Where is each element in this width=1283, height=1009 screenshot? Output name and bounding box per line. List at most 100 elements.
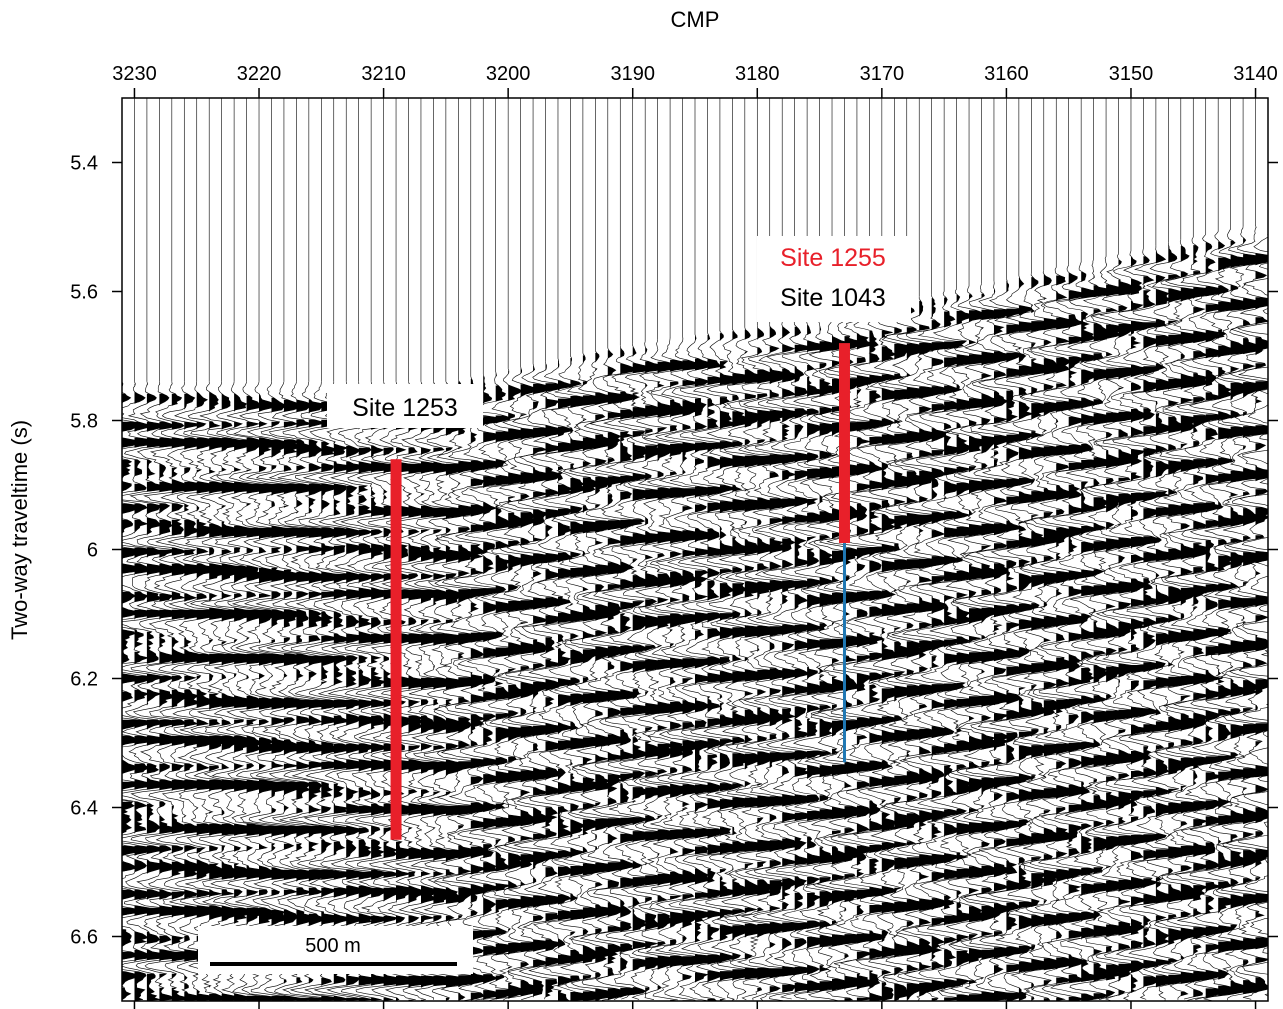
trace-wiggle xyxy=(1218,226,1268,1001)
trace-wiggle xyxy=(326,381,386,1001)
trace-fill xyxy=(906,301,937,1001)
trace-wiggle xyxy=(987,275,1048,1001)
trace-fill xyxy=(620,347,644,998)
trace-fill xyxy=(657,349,690,992)
trace-wiggle xyxy=(558,353,615,1000)
trace-fill xyxy=(1081,272,1106,1001)
site-label-box xyxy=(757,236,911,322)
trace-wiggle xyxy=(429,379,488,1000)
trace-fill xyxy=(919,300,947,1001)
trace-wiggle xyxy=(568,350,628,1001)
trace-fill xyxy=(122,383,145,1001)
trace-wiggle xyxy=(423,381,477,1000)
x-axis-title: CMP xyxy=(671,7,720,32)
trace-wiggle xyxy=(289,381,348,1001)
trace-wiggle xyxy=(690,330,746,1000)
scale-bar: 500 m xyxy=(198,926,473,974)
site-label: Site 1043 xyxy=(780,284,886,312)
trace-wiggle xyxy=(265,381,325,1001)
trace-fill xyxy=(1193,245,1220,998)
trace-wiggle xyxy=(495,366,552,1001)
x-tick-label: 3170 xyxy=(860,63,905,85)
trace-wiggle xyxy=(340,381,398,1001)
trace-wiggle xyxy=(528,358,585,1001)
x-tick-label: 3180 xyxy=(735,63,780,85)
trace-fill xyxy=(1268,225,1283,1001)
trace-wiggle xyxy=(1082,256,1138,1001)
y-tick-label: 6.2 xyxy=(70,669,98,691)
trace-fill xyxy=(146,383,172,1001)
trace-fill xyxy=(956,294,986,1001)
trace-fill xyxy=(333,401,358,1001)
trace-wiggle xyxy=(718,327,777,1000)
trace-fill xyxy=(421,383,451,1001)
site-label-box xyxy=(327,384,483,428)
trace-wiggle xyxy=(464,371,522,1000)
trace-fill xyxy=(645,347,676,996)
y-axis-ticks: 5.4 5.6 5.8 6 6.2 6.4 6.6 xyxy=(70,153,1278,949)
x-tick-label: 3140 xyxy=(1233,63,1278,85)
y-tick-label: 5.4 xyxy=(70,153,98,175)
trace-wiggle xyxy=(762,320,818,1001)
x-tick-label: 3230 xyxy=(112,63,157,85)
trace-fill xyxy=(1255,227,1268,994)
site-label: Site 1255 xyxy=(780,244,886,272)
trace-fill xyxy=(1243,238,1268,995)
x-axis-ticks: 3230 3220 3210 3200 3190 3180 3170 3160 3150 3140 xyxy=(112,63,1278,1009)
trace-fill xyxy=(346,383,368,1001)
trace-wiggle xyxy=(503,363,564,1000)
trace-wiggle xyxy=(1164,236,1221,1000)
trace-fill xyxy=(794,326,817,993)
trace-wiggle xyxy=(1172,234,1230,1001)
trace-fill xyxy=(969,294,1002,1001)
trace-wiggle xyxy=(380,381,441,1001)
trace-wiggle xyxy=(302,381,359,1001)
trace-fill xyxy=(732,331,761,1001)
seismic-traces xyxy=(122,98,1283,1001)
trace-wiggle xyxy=(1037,264,1094,1001)
trace-fill xyxy=(1118,259,1150,996)
trace-fill xyxy=(445,383,477,1001)
site-markers: Site 1253 Site 1255 Site 1043 xyxy=(327,236,911,840)
trace-wiggle xyxy=(1019,270,1075,1001)
trace-wiggle xyxy=(354,381,410,1001)
trace-fill xyxy=(856,311,886,1001)
trace-wiggle xyxy=(1126,245,1184,1000)
trace-fill xyxy=(1218,241,1246,996)
trace-wiggle xyxy=(1100,250,1158,1001)
trace-fill xyxy=(994,283,1020,1001)
scale-bar-label: 500 m xyxy=(305,935,361,957)
trace-fill xyxy=(1168,244,1201,987)
trace-fill xyxy=(719,333,746,1001)
trace-fill xyxy=(358,383,385,1001)
trace-fill xyxy=(159,383,185,1001)
trace-fill xyxy=(981,293,1014,1001)
trace-wiggle xyxy=(851,304,910,1001)
site-label: Site 1253 xyxy=(352,394,458,422)
trace-fill xyxy=(1131,257,1158,993)
trace-wiggle xyxy=(1203,228,1260,1001)
trace-wiggle xyxy=(513,361,569,1000)
site-bar xyxy=(842,543,846,763)
trace-fill xyxy=(1068,272,1094,1001)
x-tick-label: 3200 xyxy=(486,63,531,85)
x-tick-label: 3220 xyxy=(237,63,282,85)
x-tick-label: 3210 xyxy=(361,63,406,85)
y-tick-label: 5.8 xyxy=(70,411,98,433)
trace-fill xyxy=(520,368,551,997)
trace-fill xyxy=(844,314,875,1001)
trace-fill xyxy=(371,383,397,1001)
y-axis-title: Two-way traveltime (s) xyxy=(7,420,32,640)
x-tick-label: 3190 xyxy=(610,63,655,85)
trace-wiggle xyxy=(775,318,834,1000)
site-bar xyxy=(838,343,850,544)
trace-fill xyxy=(1180,245,1211,996)
x-tick-label: 3160 xyxy=(984,63,1029,85)
trace-wiggle xyxy=(578,348,637,1001)
trace-wiggle xyxy=(480,368,539,1001)
trace-wiggle xyxy=(541,355,600,1001)
trace-wiggle xyxy=(589,345,644,1000)
trace-fill xyxy=(869,309,893,1001)
y-tick-label: 6 xyxy=(87,540,98,562)
